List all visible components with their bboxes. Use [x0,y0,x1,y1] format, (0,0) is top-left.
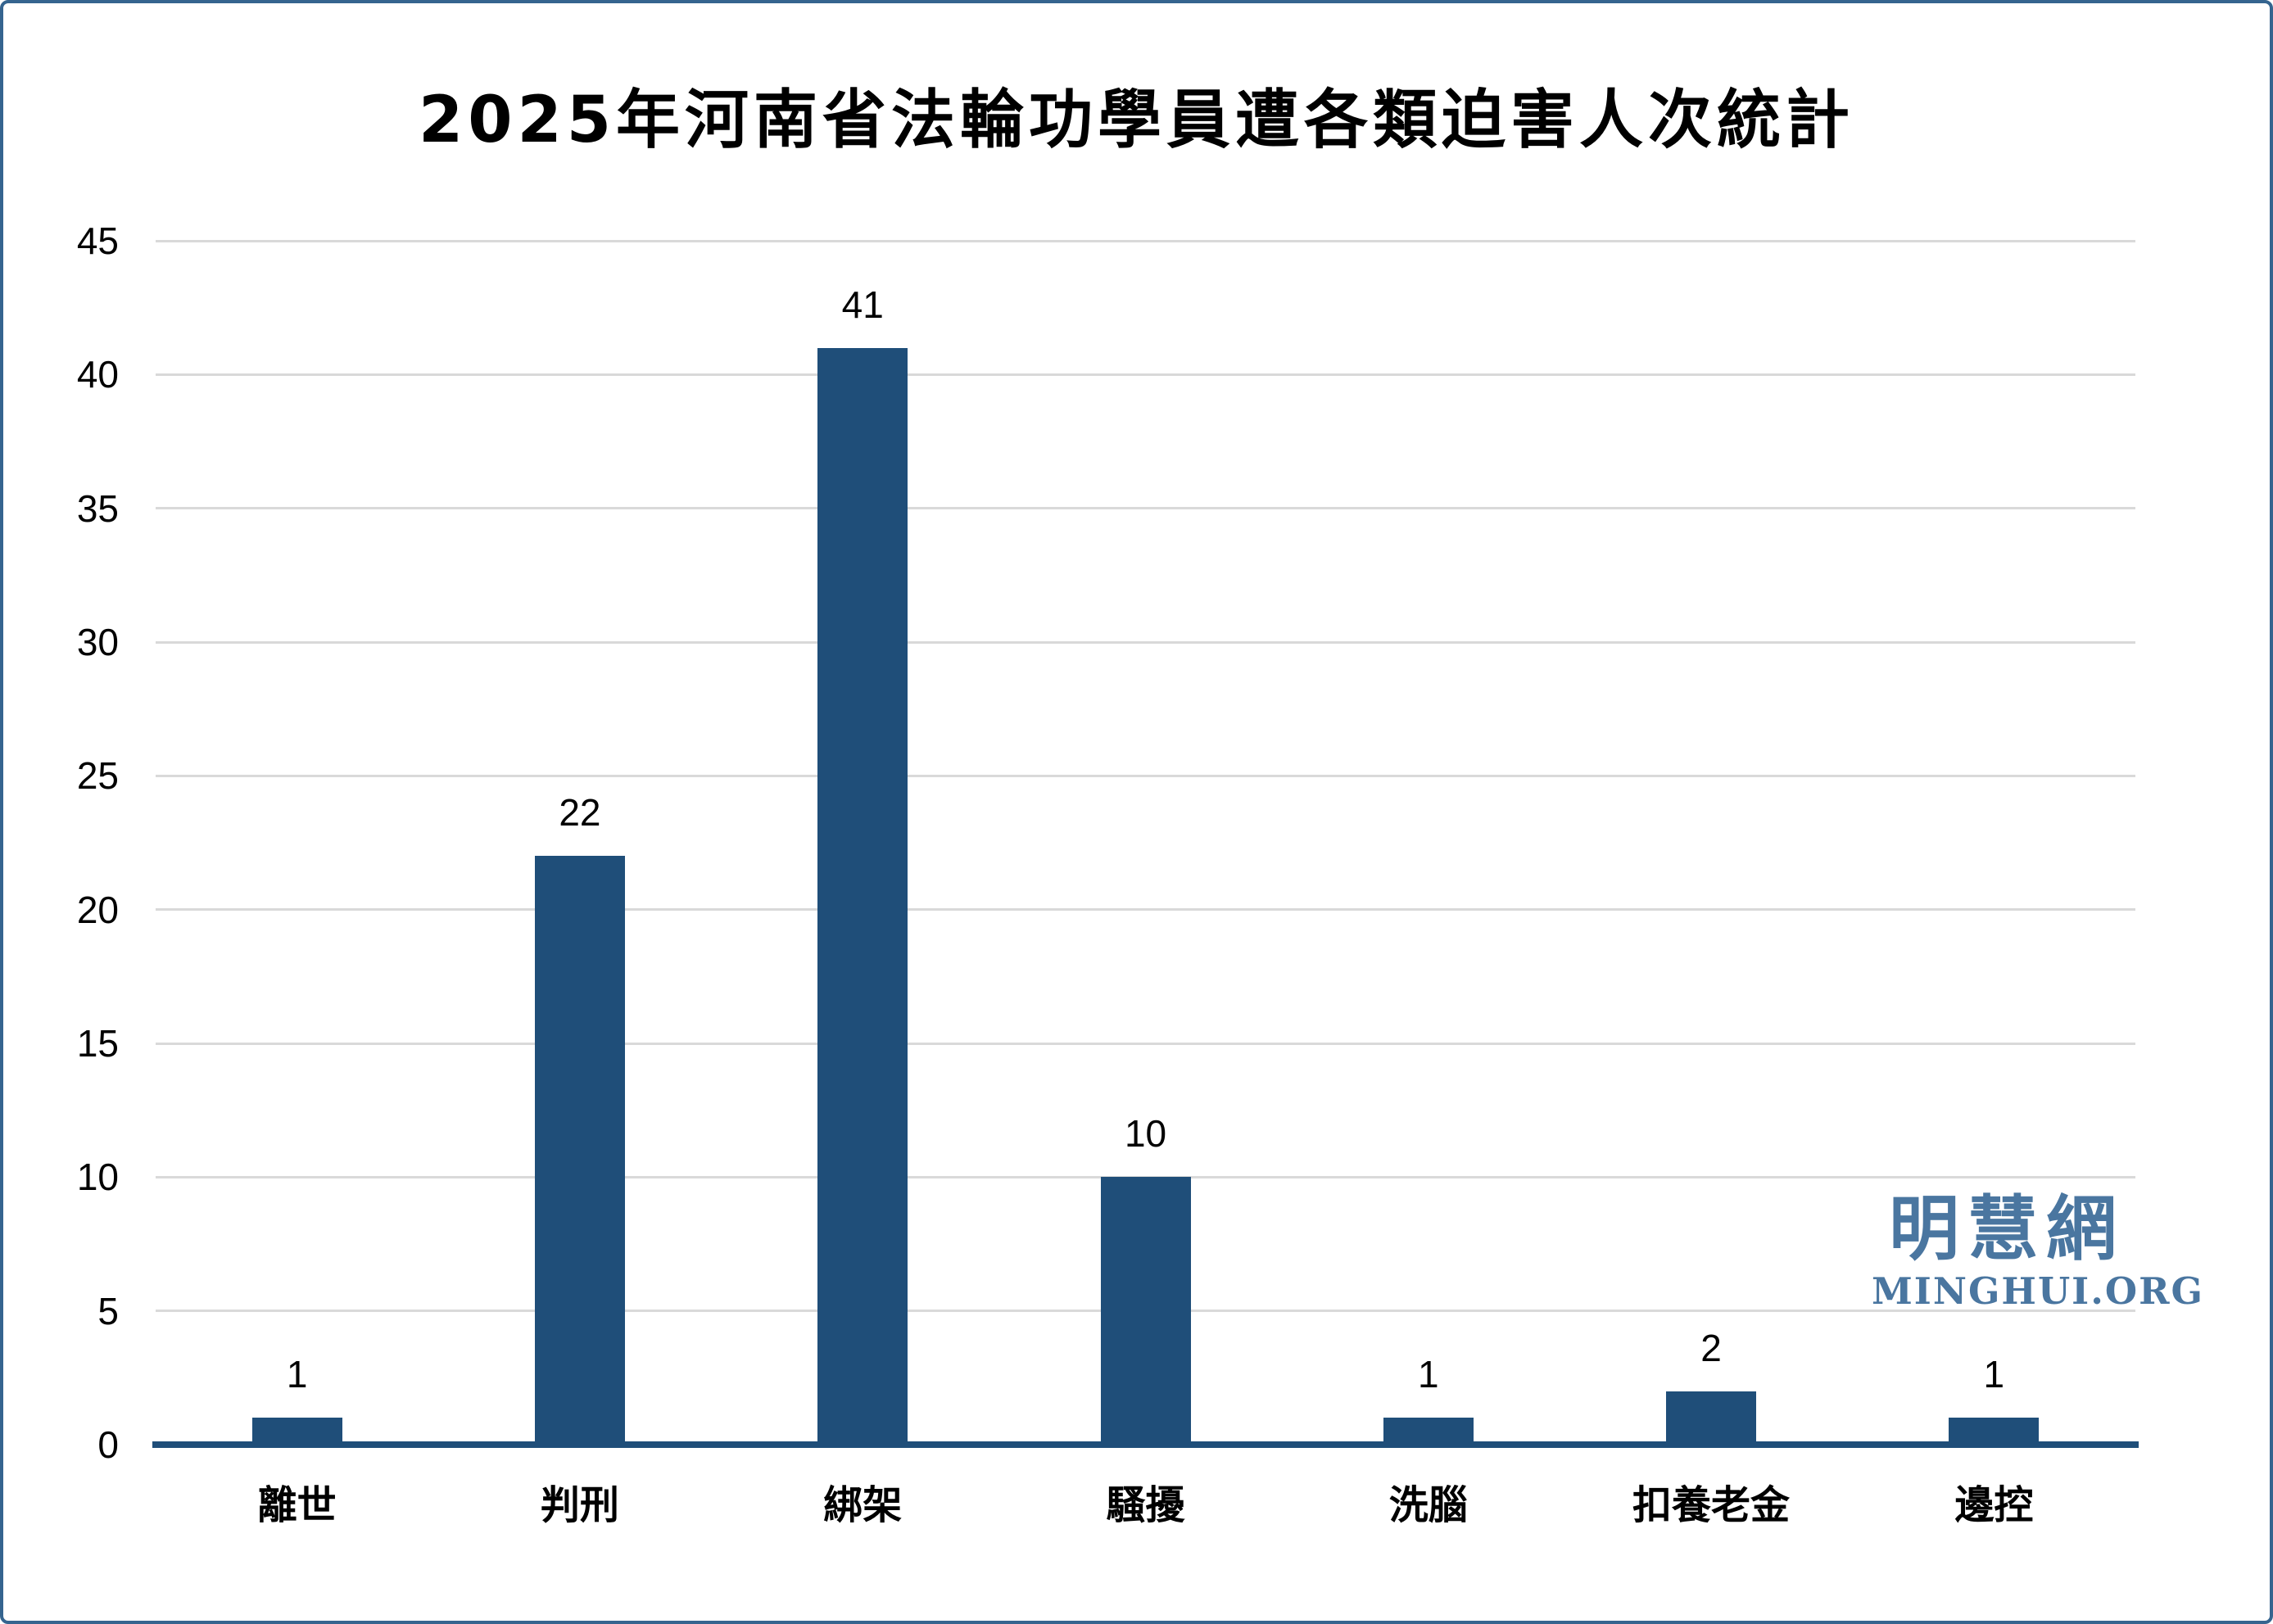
y-tick-label-30: 30 [76,621,119,663]
x-tick-label-綁架: 綁架 [823,1482,903,1528]
y-tick-label-15: 15 [76,1022,119,1065]
bar-判刑 [534,856,625,1445]
bar-value-label-邊控: 1 [1983,1353,2005,1396]
y-tick-label-20: 20 [76,888,119,931]
y-tick-label-45: 45 [76,219,119,262]
grid-line-35 [156,507,2135,510]
bar-value-label-扣養老金: 2 [1700,1326,1722,1369]
minghui-logo-english: MINGHUI.ORG [1872,1269,2204,1314]
bar-扣養老金 [1666,1391,1757,1445]
bar-離世 [251,1418,342,1445]
bar-value-label-綁架: 41 [841,283,884,326]
y-tick-label-40: 40 [76,353,119,396]
bar-value-label-洗腦: 1 [1417,1353,1439,1396]
x-tick-label-離世: 離世 [257,1482,337,1528]
grid-line-30 [156,640,2135,644]
plot-area: 1 22 41 10 1 2 1 [152,239,2139,1448]
bar-value-label-騷擾: 10 [1124,1112,1167,1156]
x-axis-baseline [152,1441,2139,1448]
x-tick-label-騷擾: 騷擾 [1106,1482,1185,1528]
bar-洗腦 [1383,1418,1474,1445]
minghui-logo: 明慧網 MINGHUI.ORG [1872,1188,2204,1314]
chart-title: 2025年河南省法輪功學員遭各類迫害人次統計 [418,84,1855,157]
grid-line-45 [156,239,2135,242]
x-tick-label-邊控: 邊控 [1954,1482,2034,1528]
bar-騷擾 [1100,1177,1191,1445]
bar-邊控 [1949,1418,2040,1445]
minghui-logo-chinese: 明慧網 [1889,1188,2125,1270]
grid-line-40 [156,373,2135,376]
y-tick-label-35: 35 [76,486,119,530]
y-tick-label-25: 25 [76,754,119,798]
bar-綁架 [817,347,908,1445]
x-tick-label-判刑: 判刑 [540,1482,619,1528]
y-tick-label-0: 0 [97,1423,119,1466]
y-tick-label-10: 10 [76,1156,119,1199]
grid-line-20 [156,908,2135,912]
bar-value-label-離世: 1 [286,1353,308,1396]
y-tick-label-5: 5 [97,1289,119,1332]
grid-line-15 [156,1042,2135,1045]
x-tick-label-扣養老金: 扣養老金 [1632,1482,1791,1528]
x-tick-label-洗腦: 洗腦 [1388,1482,1468,1528]
grid-line-25 [156,774,2135,777]
bar-value-label-判刑: 22 [559,791,601,835]
